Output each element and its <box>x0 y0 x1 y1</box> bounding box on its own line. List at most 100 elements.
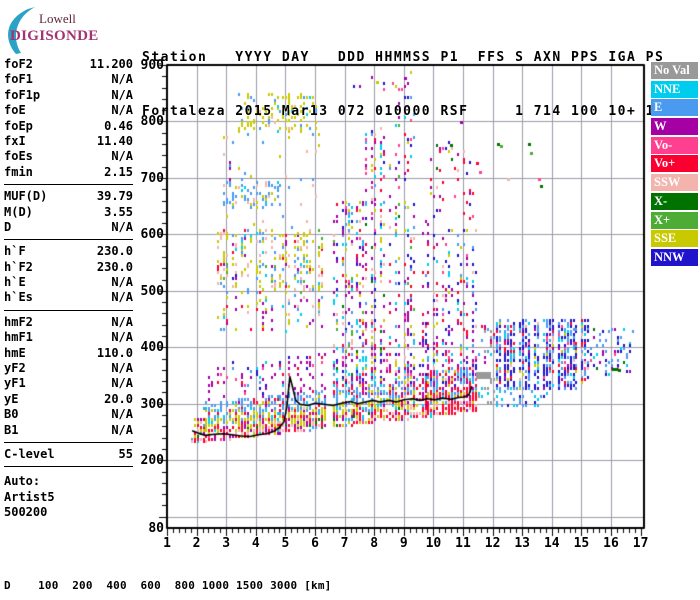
param-value: N/A <box>111 422 133 437</box>
x-tick-label-17: 17 <box>632 536 649 551</box>
param-label: B1 <box>4 422 19 437</box>
footer-distance-line: D 100 200 400 600 800 1000 1500 3000 [km… <box>4 578 332 592</box>
x-tick-label-8: 8 <box>370 536 379 551</box>
legend-item-e: E <box>651 99 698 117</box>
x-tick-label-5: 5 <box>281 536 290 551</box>
param-value: 230.0 <box>96 244 133 259</box>
x-tick-label-13: 13 <box>514 536 531 551</box>
auto-line: Auto: <box>4 474 41 489</box>
param-label: yF2 <box>4 361 26 376</box>
x-tick-label-10: 10 <box>425 536 442 551</box>
legend-item-x+: X+ <box>651 211 698 229</box>
param-label: foF1p <box>4 87 41 102</box>
station-header: Station YYYY DAY DDD HHMMSS P1 FFS S AXN… <box>142 13 664 157</box>
param-label: M(D) <box>4 204 33 219</box>
x-tick-label-6: 6 <box>311 536 319 551</box>
y-tick-label-900: 900 <box>140 58 164 73</box>
x-tick-label-14: 14 <box>543 536 560 551</box>
param-label: fxI <box>4 133 26 148</box>
param-row-md: M(D) 3.55 <box>4 205 133 220</box>
param-label: foF1 <box>4 72 33 87</box>
param-label: hmE <box>4 345 26 360</box>
param-row-fof1: foF1 N/A <box>4 72 133 87</box>
auto-line: 500200 <box>4 505 48 520</box>
x-tick-label-11: 11 <box>455 536 471 551</box>
parameter-panel: foF2 11.200 foF1 N/A foF1p N/A foE N/A foEp 0.46 f… <box>4 57 133 521</box>
param-value: 11.200 <box>89 57 133 71</box>
footer-readout: D 100 200 400 600 800 1000 1500 3000 [km… <box>4 552 679 600</box>
param-label: h`F2 <box>4 259 33 274</box>
x-tick-label-3: 3 <box>222 536 231 551</box>
param-value: N/A <box>111 330 133 345</box>
legend-item-x-: X- <box>651 192 698 210</box>
param-value: 11.40 <box>96 133 133 148</box>
param-value: N/A <box>111 87 133 102</box>
param-value: N/A <box>111 72 133 87</box>
param-label: foF2 <box>4 57 33 71</box>
param-value: N/A <box>111 376 133 391</box>
x-tick-label-16: 16 <box>603 536 619 551</box>
y-tick-label-300: 300 <box>140 396 164 412</box>
auto-line: Artist5 <box>4 489 55 504</box>
legend-item-nnw: NNW <box>651 248 698 266</box>
color-legend: No Val NNE E W Vo- Vo+ SSW X- X+ SSE NNW <box>651 62 698 268</box>
x-tick-label-15: 15 <box>573 536 590 551</box>
param-divider <box>4 309 133 311</box>
param-row-yf1: yF1 N/A <box>4 376 133 391</box>
legend-item-vo-: Vo- <box>651 136 698 154</box>
x-tick-label-9: 9 <box>399 536 408 551</box>
logo-swoosh-icon <box>8 7 35 54</box>
param-divider <box>4 441 133 443</box>
param-value: N/A <box>111 361 133 376</box>
param-value: N/A <box>111 407 133 422</box>
param-label: C-level <box>4 446 55 461</box>
param-row-hmf1: hmF1 N/A <box>4 330 133 345</box>
param-label: foEp <box>4 118 33 133</box>
y-tick-label-200: 200 <box>140 453 164 469</box>
param-value: N/A <box>111 219 133 234</box>
param-row-fmin: fmin 2.15 <box>4 165 133 180</box>
y-tick-label-700: 700 <box>140 170 164 186</box>
y-tick-label-500: 500 <box>140 283 164 299</box>
legend-item-w: W <box>651 118 698 136</box>
param-label: foE <box>4 103 26 118</box>
x-tick-label-7: 7 <box>340 536 349 551</box>
param-value: 110.0 <box>96 345 133 360</box>
param-label: MUF(D) <box>4 189 48 204</box>
param-divider <box>4 184 133 186</box>
header-line-values: Fortaleza 2015 Mar13 072 010000 RSF 1 71… <box>142 104 665 119</box>
param-row-hme: hmE 110.0 <box>4 346 133 361</box>
lowell-digisonde-logo: Lowell DIGISONDE <box>2 4 132 56</box>
x-tick-label-4: 4 <box>251 536 260 551</box>
param-row-foes: foEs N/A <box>4 149 133 164</box>
header-line-columns: Station YYYY DAY DDD HHMMSS P1 FFS S AXN… <box>142 50 665 65</box>
y-tick-label-600: 600 <box>140 227 164 243</box>
param-value: 20.0 <box>104 391 133 406</box>
x-tick-label-1: 1 <box>163 536 171 551</box>
param-label: B0 <box>4 407 19 422</box>
param-value: 39.79 <box>96 189 133 204</box>
param-label: fmin <box>4 164 33 179</box>
param-row-hf2: h`F2 230.0 <box>4 260 133 275</box>
param-row-ye: yE 20.0 <box>4 392 133 407</box>
param-row-mufd: MUF(D) 39.79 <box>4 189 133 204</box>
legend-item-sse: SSE <box>651 230 698 248</box>
param-label: h`F <box>4 244 26 259</box>
param-value: 0.46 <box>104 118 133 133</box>
param-row-hf: h`F 230.0 <box>4 244 133 259</box>
param-value: N/A <box>111 314 133 329</box>
param-value: 2.15 <box>104 164 133 179</box>
param-row-fof1p: foF1p N/A <box>4 88 133 103</box>
y-tick-label-800: 800 <box>140 114 164 130</box>
param-value: 3.55 <box>104 204 133 219</box>
param-value: N/A <box>111 103 133 118</box>
param-label: D <box>4 219 12 234</box>
param-row-b0: B0 N/A <box>4 407 133 422</box>
param-label: h`Es <box>4 290 33 305</box>
logo-text-digisonde: DIGISONDE <box>10 28 99 44</box>
param-row-yf2: yF2 N/A <box>4 361 133 376</box>
param-value: 55 <box>118 446 133 461</box>
param-row-foe: foE N/A <box>4 103 133 118</box>
